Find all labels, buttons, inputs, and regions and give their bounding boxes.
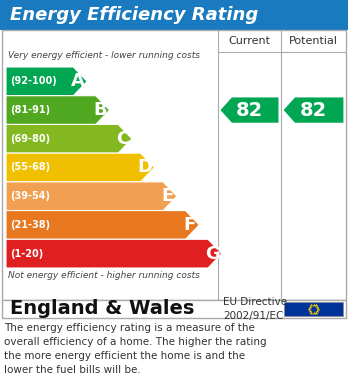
Polygon shape <box>6 67 87 96</box>
Text: England & Wales: England & Wales <box>10 300 195 319</box>
Polygon shape <box>6 239 222 268</box>
Text: C: C <box>116 130 129 148</box>
Polygon shape <box>284 97 343 123</box>
Polygon shape <box>6 124 132 153</box>
Bar <box>284 302 343 316</box>
Text: Current: Current <box>229 36 270 46</box>
Bar <box>2 30 346 300</box>
Text: F: F <box>183 216 196 234</box>
Text: (69-80): (69-80) <box>10 134 50 144</box>
Polygon shape <box>221 97 278 123</box>
Text: (21-38): (21-38) <box>10 220 50 230</box>
Text: (39-54): (39-54) <box>10 191 50 201</box>
Text: Not energy efficient - higher running costs: Not energy efficient - higher running co… <box>8 271 200 280</box>
Text: Very energy efficient - lower running costs: Very energy efficient - lower running co… <box>8 50 200 59</box>
Bar <box>2 300 346 318</box>
Text: D: D <box>137 158 152 176</box>
Text: 82: 82 <box>236 100 263 120</box>
Text: Potential: Potential <box>289 36 338 46</box>
Text: (81-91): (81-91) <box>10 105 50 115</box>
Polygon shape <box>6 182 177 211</box>
Text: (55-68): (55-68) <box>10 163 50 172</box>
Text: A: A <box>71 72 85 90</box>
Text: 82: 82 <box>300 100 327 120</box>
Bar <box>0 0 348 30</box>
Text: (92-100): (92-100) <box>10 76 57 86</box>
Polygon shape <box>6 153 155 182</box>
Text: E: E <box>161 187 173 205</box>
Text: B: B <box>93 101 107 119</box>
Text: EU Directive
2002/91/EC: EU Directive 2002/91/EC <box>223 298 287 321</box>
Text: Energy Efficiency Rating: Energy Efficiency Rating <box>10 6 259 24</box>
Text: (1-20): (1-20) <box>10 249 43 258</box>
Text: The energy efficiency rating is a measure of the
overall efficiency of a home. T: The energy efficiency rating is a measur… <box>4 323 267 375</box>
Text: G: G <box>205 245 220 263</box>
Polygon shape <box>6 96 110 124</box>
Polygon shape <box>6 211 199 239</box>
